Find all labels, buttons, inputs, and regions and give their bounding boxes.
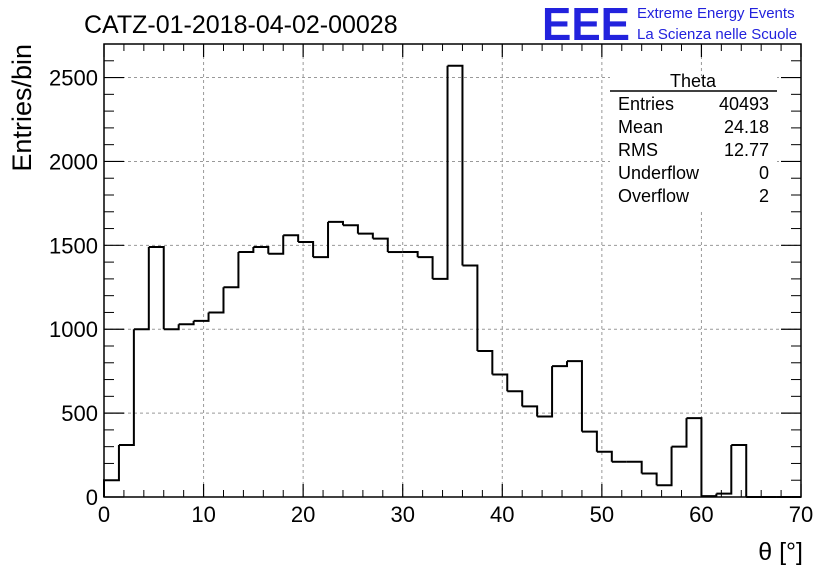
- histogram-bin: [372, 237, 389, 253]
- histogram-bin: [283, 234, 300, 242]
- logo-line-2: La Scienza nelle Scuole: [637, 26, 797, 43]
- y-tick-label: 1000: [49, 317, 98, 342]
- x-axis-label: θ [°]: [758, 538, 803, 566]
- histogram-bin: [163, 324, 180, 331]
- axis-ticks: [103, 43, 802, 498]
- histogram-bin: [133, 247, 150, 331]
- histogram-bin: [432, 65, 449, 280]
- stats-label-mean: Mean: [618, 117, 663, 137]
- x-tick-label: 30: [390, 502, 414, 527]
- histogram-series: [103, 64, 801, 498]
- y-axis-label: Entries/bin: [7, 44, 37, 172]
- histogram-bin: [178, 320, 195, 326]
- grid-lines: [104, 44, 801, 497]
- histogram-bin: [567, 360, 583, 432]
- histogram-bin: [357, 232, 374, 239]
- x-tick-label: 0: [98, 502, 110, 527]
- stats-box: Theta Entries 40493 Mean 24.18 RMS 12.77…: [610, 71, 777, 210]
- histogram-bin: [238, 247, 255, 254]
- histogram-bin: [118, 329, 135, 446]
- histogram-bin: [686, 417, 703, 497]
- plot-frame: [103, 43, 802, 498]
- histogram-bin: [537, 366, 554, 418]
- stats-title: Theta: [670, 71, 717, 91]
- y-tick-labels: 0 500 1000 1500 2000 2500: [49, 66, 98, 510]
- histogram-bin: [148, 246, 165, 330]
- histogram-bin: [103, 444, 120, 497]
- histogram-bin: [208, 287, 225, 314]
- x-tick-label: 20: [291, 502, 315, 527]
- histogram-bin: [626, 460, 643, 474]
- y-tick-label: 2500: [49, 66, 98, 91]
- histogram-bin: [268, 235, 285, 255]
- x-tick-label: 10: [191, 502, 215, 527]
- histogram-bin: [656, 446, 673, 487]
- histogram-bin: [552, 361, 569, 368]
- stats-value-rms: 12.77: [724, 140, 769, 160]
- histogram-bin: [447, 64, 464, 266]
- y-tick-label: 0: [86, 485, 98, 510]
- histogram-bin: [223, 252, 240, 289]
- stats-label-overflow: Overflow: [618, 186, 690, 206]
- histogram-bin: [522, 405, 539, 417]
- histogram-bin: [507, 390, 524, 407]
- stats-value-underflow: 0: [759, 163, 769, 183]
- x-tick-labels: 0 10 20 30 40 50 60 70: [98, 502, 813, 527]
- y-tick-label: 500: [61, 401, 98, 426]
- histogram-bin: [417, 256, 434, 279]
- logo-line-1: Extreme Energy Events: [637, 5, 795, 22]
- y-tick-label: 2000: [49, 149, 98, 174]
- histogram-bin: [701, 493, 718, 498]
- histogram-bin: [402, 251, 419, 258]
- histogram-bin: [477, 350, 494, 375]
- eee-logo-mark: EEE: [542, 0, 630, 50]
- histogram-bin: [193, 312, 210, 322]
- stats-value-entries: 40493: [719, 94, 769, 114]
- stats-value-mean: 24.18: [724, 117, 769, 137]
- stats-label-entries: Entries: [618, 94, 674, 114]
- x-tick-label: 60: [689, 502, 713, 527]
- histogram-bin: [462, 264, 479, 352]
- histogram-bin: [581, 430, 598, 452]
- x-tick-label: 70: [789, 502, 813, 527]
- histogram-bin: [731, 443, 748, 497]
- stats-label-underflow: Underflow: [618, 163, 700, 183]
- stats-value-overflow: 2: [759, 186, 769, 206]
- histogram-bin: [313, 221, 330, 259]
- eee-logo: EEE Extreme Energy Events La Scienza nel…: [542, 0, 797, 50]
- chart-title: CATZ-01-2018-04-02-00028: [84, 11, 398, 39]
- histogram-bin: [641, 472, 658, 486]
- x-tick-label: 50: [590, 502, 614, 527]
- histogram-bin: [328, 220, 344, 226]
- histogram-bin: [492, 373, 509, 392]
- histogram-bin: [253, 246, 270, 254]
- histogram-bin: [671, 418, 688, 448]
- stats-label-rms: RMS: [618, 140, 658, 160]
- histogram-bin: [342, 224, 359, 234]
- histogram-bin: [716, 444, 733, 495]
- x-tick-label: 40: [490, 502, 514, 527]
- histogram-bin: [298, 240, 315, 258]
- y-tick-label: 1500: [49, 233, 98, 258]
- histogram-bin: [596, 450, 613, 462]
